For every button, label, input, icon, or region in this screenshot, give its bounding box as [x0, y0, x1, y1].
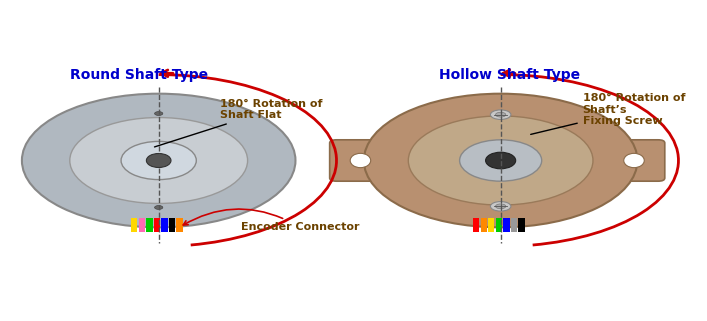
Ellipse shape	[460, 140, 542, 181]
Bar	[177, 218, 182, 232]
Bar	[489, 218, 494, 232]
Bar	[154, 218, 160, 232]
Ellipse shape	[364, 94, 638, 227]
Bar	[496, 218, 502, 232]
Ellipse shape	[22, 94, 296, 227]
Text: Hollow Shaft Type: Hollow Shaft Type	[439, 68, 580, 82]
Ellipse shape	[155, 205, 163, 209]
Bar	[132, 218, 137, 232]
Ellipse shape	[486, 152, 515, 169]
Text: Round Shaft Type: Round Shaft Type	[70, 68, 208, 82]
Text: 180° Rotation of
Shaft Flat: 180° Rotation of Shaft Flat	[155, 99, 322, 147]
Bar	[518, 218, 525, 232]
Ellipse shape	[350, 153, 370, 168]
Text: Encoder Connector: Encoder Connector	[183, 209, 359, 232]
Ellipse shape	[491, 110, 511, 119]
Bar	[511, 218, 517, 232]
Ellipse shape	[70, 117, 247, 204]
FancyBboxPatch shape	[603, 140, 665, 181]
Bar	[169, 218, 175, 232]
Bar	[146, 218, 153, 232]
Ellipse shape	[146, 153, 171, 168]
Ellipse shape	[155, 112, 163, 116]
Text: 180° Rotation of
Shaft’s
Fixing Screw: 180° Rotation of Shaft’s Fixing Screw	[531, 93, 685, 134]
Bar	[139, 218, 145, 232]
Bar	[481, 218, 487, 232]
Ellipse shape	[496, 112, 506, 117]
Bar	[473, 218, 479, 232]
Ellipse shape	[121, 142, 197, 179]
Ellipse shape	[491, 202, 511, 211]
Ellipse shape	[496, 204, 506, 209]
Ellipse shape	[409, 116, 593, 205]
Ellipse shape	[624, 153, 644, 168]
Bar	[503, 218, 510, 232]
FancyBboxPatch shape	[329, 140, 391, 181]
Bar	[161, 218, 168, 232]
